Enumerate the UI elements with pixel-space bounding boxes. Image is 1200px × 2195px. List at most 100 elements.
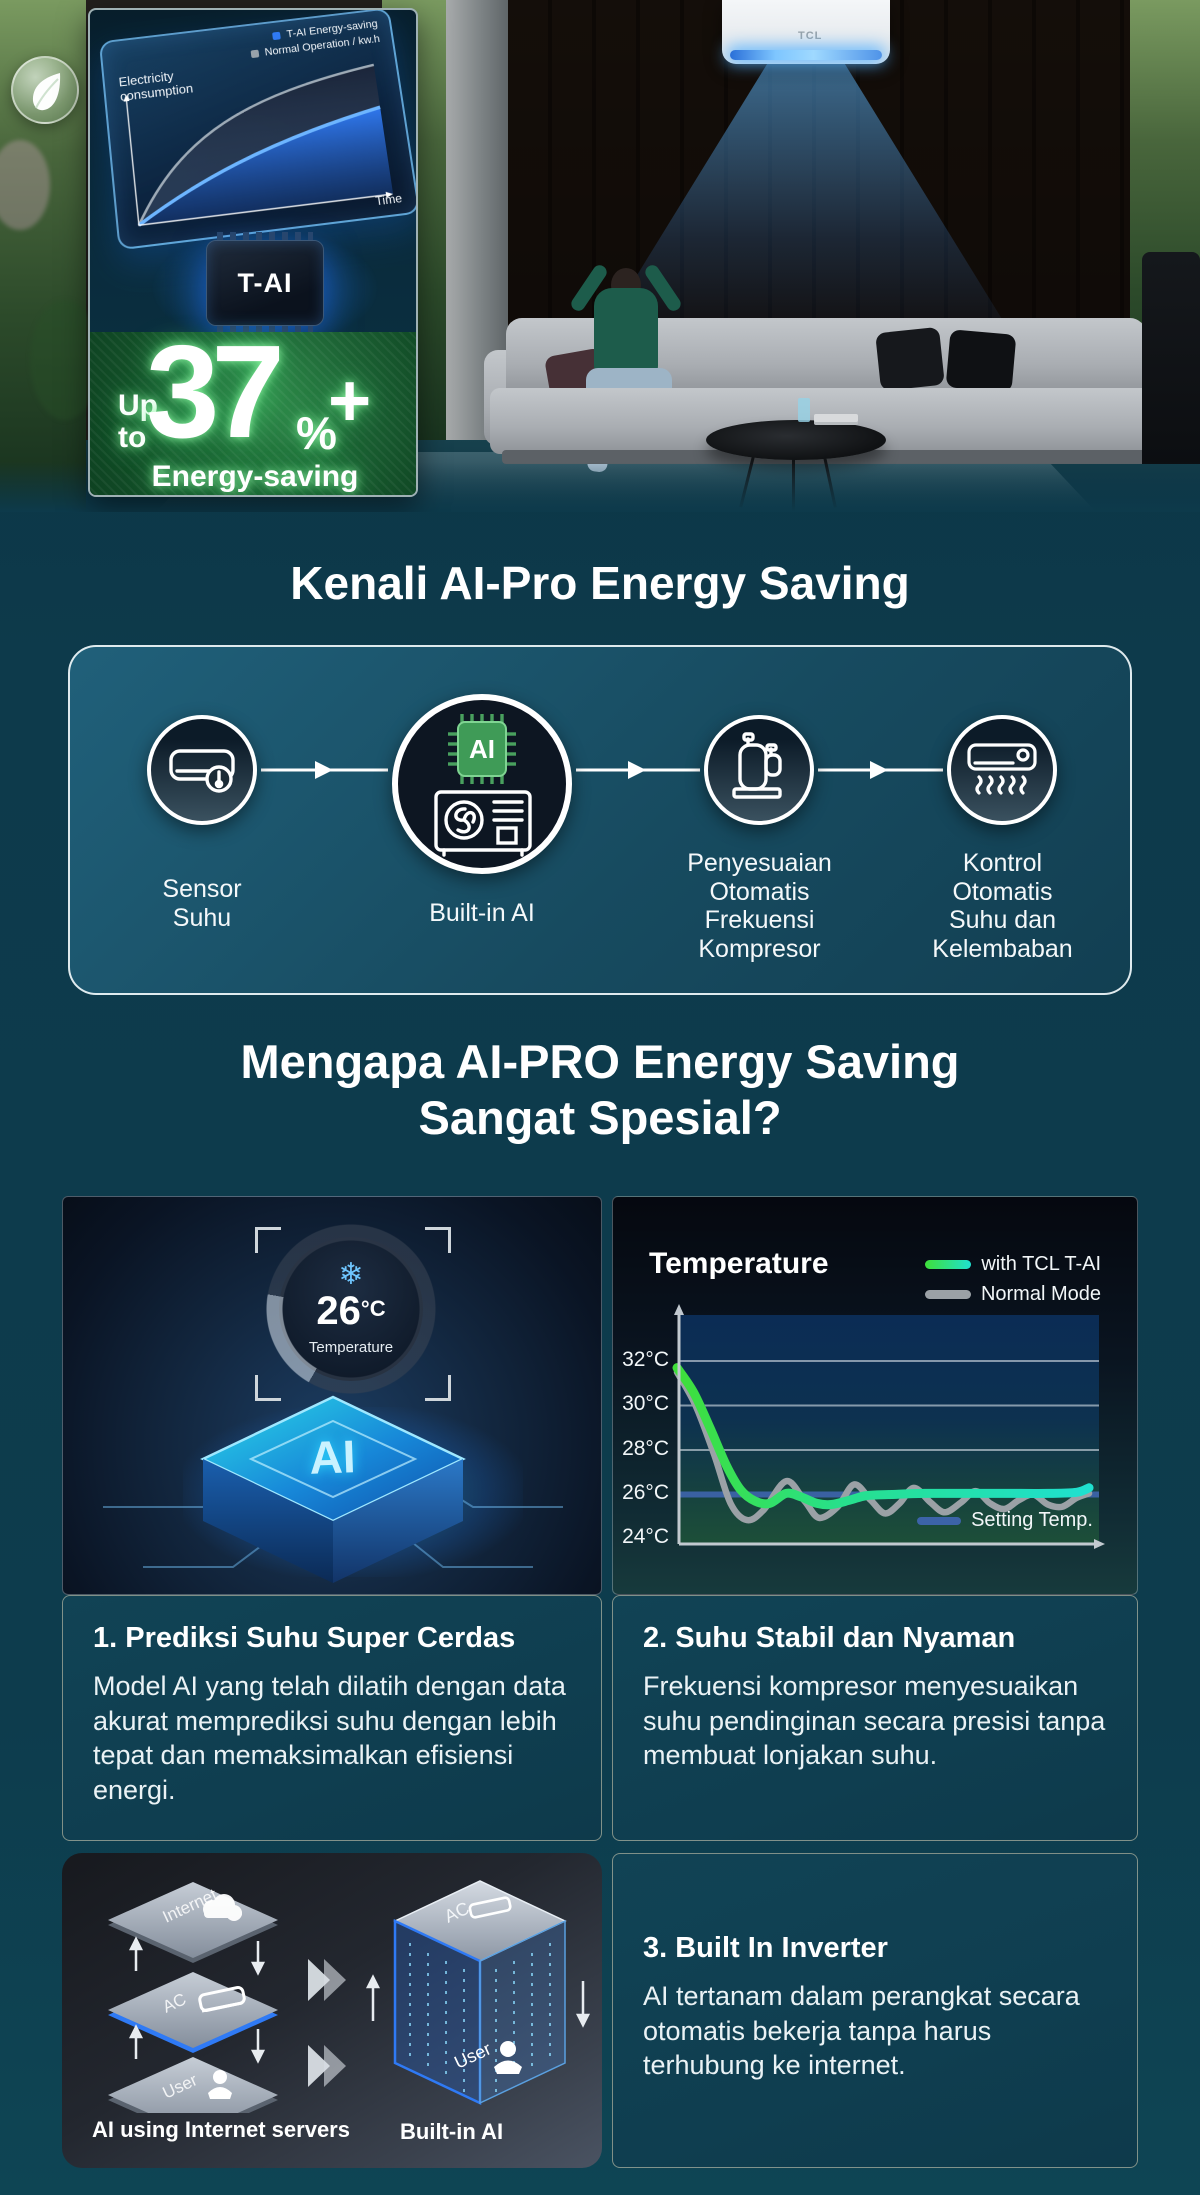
- kenali-section-title: Kenali AI-Pro Energy Saving: [290, 557, 910, 609]
- hero-room: TCL: [86, 0, 1200, 512]
- ac-indoor-unit: TCL: [722, 0, 890, 64]
- percent-sign: %: [296, 407, 337, 459]
- ai-chip-text: AI: [469, 734, 495, 764]
- servers-vs-builtin-illustration: Internet AC User: [108, 1880, 591, 2138]
- leaf-icon: [32, 73, 61, 111]
- y-tick: 24°C: [622, 1525, 669, 1548]
- kenali-flow-panel: AI: [68, 645, 1132, 995]
- user-icon: [208, 2070, 232, 2099]
- hero-consumption-chart: [105, 49, 417, 242]
- feature-3-title: 3. Built In Inverter: [643, 1932, 888, 1964]
- step-circle-sensor: [147, 715, 257, 825]
- ac-indoor-thermometer-icon: [169, 749, 235, 793]
- gauge-caption: Temperature: [308, 1339, 394, 1356]
- ai-chip-text: AI: [309, 1430, 357, 1484]
- gauge-value: 26: [316, 1289, 361, 1333]
- sync-arrows: [128, 1936, 266, 2064]
- gauge-temperature: 26°C: [265, 1289, 437, 1334]
- flow-arrows: [261, 761, 943, 779]
- y-tick: 28°C: [622, 1437, 669, 1460]
- ai-chip-illustration: AI: [103, 1395, 563, 1583]
- ac-icon: [198, 1986, 246, 2013]
- gauge-unit: °C: [360, 1296, 386, 1321]
- focus-bracket: [255, 1227, 281, 1253]
- chart-title: Temperature: [649, 1247, 829, 1280]
- y-tick: 26°C: [622, 1481, 669, 1504]
- chart-legend-normal: Normal Mode: [924, 1283, 1101, 1306]
- built-in-ai-image-card: Internet AC User: [62, 1853, 602, 2168]
- temperature-chart-card: Temperature with TCL T-AI Normal Mode 32…: [612, 1196, 1138, 1595]
- glass-of-water: [798, 398, 810, 422]
- energy-saving-badge: [90, 332, 416, 495]
- sofa-pillow: [945, 329, 1017, 393]
- energy-saving-badge-text: Up to 37 % + Energy-saving: [90, 326, 416, 495]
- ac-airflow-icon: [967, 743, 1037, 795]
- arrow-head-icon: [315, 761, 333, 779]
- chart-legend-tai: with TCL T-AI: [925, 1253, 1101, 1276]
- energy-saving-promo-card: T-AI Energy-saving Normal Operation / kw…: [88, 8, 418, 497]
- gauge-ring: [265, 1223, 437, 1395]
- compressor-icon: [732, 732, 782, 799]
- feature-1-title: 1. Prediksi Suhu Super Cerdas: [93, 1622, 516, 1654]
- consumption-chart-panel: T-AI Energy-saving Normal Operation / kw…: [98, 10, 417, 251]
- coffee-table: [706, 420, 886, 460]
- caption-built-in-ai: Built-in AI: [400, 2119, 504, 2144]
- mengapa-section-title: Mengapa AI-PRO Energy Saving Sangat Spes…: [240, 1035, 960, 1145]
- eco-leaf-badge: [11, 56, 79, 124]
- t-ai-chip-label: T-AI: [237, 267, 293, 298]
- step-label-built-in-ai: Built-in AI: [429, 899, 535, 927]
- y-tick: 30°C: [622, 1392, 669, 1415]
- floor-lamp: [1142, 252, 1200, 464]
- legend-label: with TCL T-AI: [981, 1253, 1101, 1275]
- legend-pill-blue: [917, 1516, 962, 1525]
- saving-value: 37: [146, 318, 285, 465]
- caption-ai-servers: AI using Internet servers: [92, 2117, 350, 2142]
- feature-2-title: 2. Suhu Stabil dan Nyaman: [643, 1622, 1016, 1654]
- energy-saving-label: Energy-saving: [151, 460, 359, 493]
- y-tick: 32°C: [622, 1348, 669, 1371]
- legend-pill-green: [925, 1260, 972, 1269]
- chevron-right-icon: [308, 1959, 346, 2087]
- focus-bracket: [425, 1227, 451, 1253]
- cube-sync-arrows: [365, 1974, 591, 2028]
- cloud-icon: [203, 1894, 242, 1921]
- snowflake-icon: ❄: [338, 1258, 364, 1291]
- ai-prediction-image-card: AI ❄ 26°C Temperature: [62, 1196, 602, 1595]
- legend-pill-gray: [924, 1290, 971, 1299]
- built-in-ai-cube: AC User: [393, 1880, 567, 2105]
- data-streams: [409, 1943, 551, 2093]
- step-circle-built-in-ai: AI: [392, 694, 572, 874]
- person-torso: [594, 288, 658, 376]
- legend-label: Normal Mode: [980, 1283, 1101, 1305]
- plus-sign: +: [328, 359, 372, 442]
- legend-dot-blue: [272, 31, 282, 41]
- step-label-kontrol: Kontrol Otomatis Suhu dan Kelembaban: [932, 849, 1073, 963]
- feature-2-body: Frekuensi kompresor menyesuaikan suhu pe…: [643, 1671, 1106, 1771]
- sofa-pillow: [875, 326, 945, 392]
- legend-dot-gray: [250, 49, 260, 59]
- focus-bracket: [425, 1375, 451, 1401]
- ai-chip-outdoor-unit-icon: AI: [434, 714, 532, 857]
- setting-temp-label: Setting Temp.: [971, 1509, 1093, 1531]
- tcl-logo: TCL: [798, 30, 823, 42]
- focus-bracket: [255, 1375, 281, 1401]
- step-circle-climate-control: [947, 715, 1057, 825]
- up-to-label: Up to: [118, 389, 158, 455]
- hero-image: TCL: [0, 0, 1200, 512]
- arrow-head-icon: [870, 761, 888, 779]
- books: [814, 414, 858, 422]
- cube-ac-icon: [468, 1896, 512, 1919]
- feature-card-2: 2. Suhu Stabil dan Nyaman Frekuensi komp…: [612, 1595, 1138, 1841]
- ac-vent-glow: [730, 50, 882, 60]
- step-label-penyesuaian: Penyesuaian Otomatis Frekuensi Kompresor: [687, 849, 832, 963]
- server-plates: Internet AC User: [108, 1882, 278, 2138]
- step-circle-compressor: [704, 715, 814, 825]
- temperature-chart: [672, 1304, 1105, 1549]
- step-label-sensor-suhu: Sensor Suhu: [162, 875, 242, 932]
- feature-card-1: 1. Prediksi Suhu Super Cerdas Model AI y…: [62, 1595, 602, 1841]
- cube-user-icon: [494, 2041, 522, 2074]
- t-ai-chip: T-AI: [206, 232, 324, 334]
- setting-temp-legend: Setting Temp.: [917, 1509, 1093, 1532]
- feature-card-3: 3. Built In Inverter AI tertanam dalam p…: [612, 1853, 1138, 2168]
